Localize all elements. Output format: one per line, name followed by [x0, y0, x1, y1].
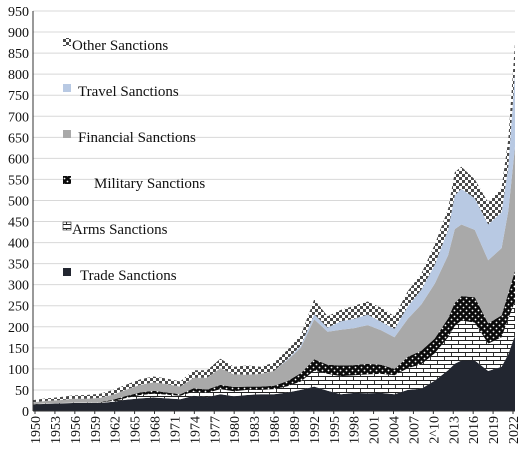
y-tick-label: 500	[8, 194, 29, 209]
legend-swatch	[63, 268, 71, 276]
x-tick-label: 1983	[248, 416, 263, 444]
x-axis-tick-labels: 1950 1953 1956 1959 1962 1965 1968 1971 1974 1977…	[29, 411, 519, 444]
legend-label: Military Sanctions	[94, 176, 205, 192]
legend-swatch	[63, 84, 71, 92]
y-tick-label: 600	[8, 152, 29, 167]
x-tick-label: 1950	[29, 416, 44, 444]
legend-label: Trade Sanctions	[80, 268, 177, 284]
legend: Other Sanctions Travel Sanctions Financial…	[62, 38, 205, 284]
y-tick-label: 650	[8, 131, 29, 146]
y-tick-label: 200	[8, 321, 29, 336]
data-areas	[33, 42, 515, 411]
y-tick-label: 300	[8, 279, 29, 294]
legend-swatch	[63, 38, 71, 46]
y-tick-label: 350	[8, 258, 29, 273]
x-tick-label: 1980	[228, 416, 243, 444]
x-tick-label: 1965	[129, 416, 144, 444]
y-axis-tick-labels: 0 50 100 150 200 250 300 350 400 450 500 550 600 650 7…	[8, 5, 29, 420]
y-tick-label: 550	[8, 173, 29, 188]
y-tick-label: 450	[8, 216, 29, 231]
area-arms-sanctions	[33, 301, 515, 405]
legend-swatch	[63, 130, 71, 138]
area-financial-sanctions	[33, 146, 515, 405]
x-tick-label: 1998	[348, 416, 363, 444]
y-tick-label: 400	[8, 237, 29, 252]
x-tick-label: 2013	[447, 416, 462, 444]
x-tick-label: 2004	[388, 416, 403, 444]
x-tick-label: 2022	[507, 416, 519, 444]
area-military-sanctions	[33, 270, 515, 405]
x-tick-label: 1992	[308, 416, 323, 444]
x-tick-label: 1971	[168, 416, 183, 444]
y-tick-label: 0	[22, 405, 29, 420]
x-tick-label: 2016	[467, 416, 482, 444]
y-tick-label: 850	[8, 47, 29, 62]
area-trade-sanctions	[33, 335, 515, 411]
y-tick-label: 700	[8, 110, 29, 125]
y-tick-label: 150	[8, 342, 29, 357]
x-tick-label: 1989	[288, 416, 303, 444]
x-tick-label: 1956	[69, 416, 84, 444]
x-tick-label: 1953	[49, 416, 64, 444]
x-tick-label: 1968	[149, 416, 164, 444]
x-tick-label: 1962	[109, 416, 124, 444]
y-tick-label: 900	[8, 26, 29, 41]
y-tick-label: 100	[8, 363, 29, 378]
x-tick-label: 2001	[368, 416, 383, 444]
legend-label: Financial Sanctions	[78, 130, 196, 146]
legend-label: Other Sanctions	[72, 38, 168, 54]
y-tick-label: 950	[8, 5, 29, 20]
y-tick-label: 800	[8, 68, 29, 83]
legend-swatch	[62, 221, 72, 231]
x-tick-label: 1959	[89, 416, 104, 444]
x-tick-label: 1977	[208, 416, 223, 444]
legend-label: Travel Sanctions	[78, 84, 179, 100]
x-tick-label: 1995	[328, 416, 343, 444]
x-tick-label: 2019	[487, 416, 502, 444]
x-tick-label: 2^10	[427, 416, 442, 444]
y-tick-label: 50	[15, 384, 29, 399]
y-tick-label: 750	[8, 89, 29, 104]
legend-swatch	[63, 176, 71, 184]
y-tick-label: 250	[8, 300, 29, 315]
x-tick-label: 2007	[407, 416, 422, 444]
x-tick-label: 1986	[268, 416, 283, 444]
legend-label: Arms Sanctions	[72, 222, 168, 238]
gridlines	[33, 10, 515, 391]
x-tick-label: 1974	[188, 416, 203, 444]
